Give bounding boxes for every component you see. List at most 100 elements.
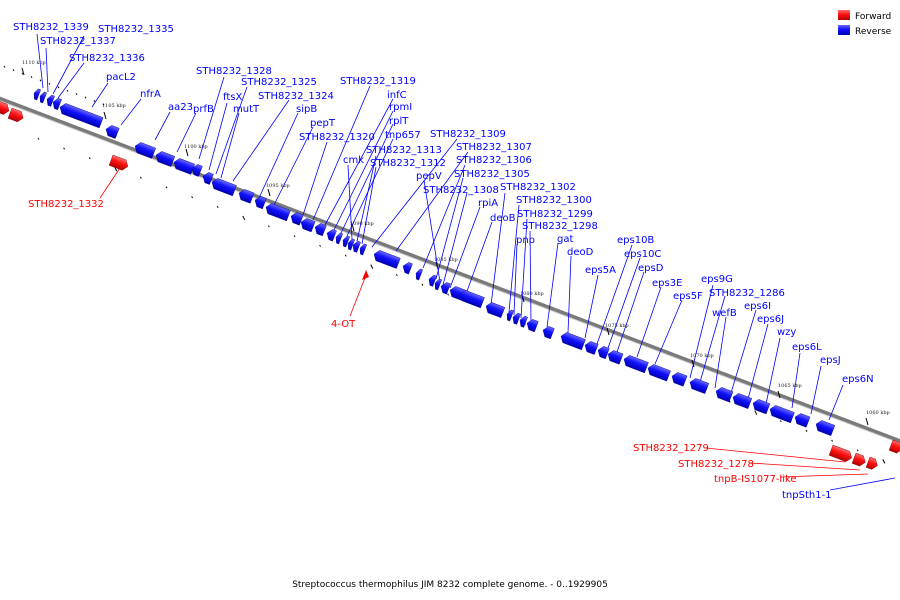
gene-label[interactable]: STH8232_1308 (423, 185, 499, 196)
gene-glyph[interactable] (190, 163, 203, 177)
gene-label[interactable]: tnpB-IS1077-like (714, 474, 797, 485)
gene-label[interactable]: wzy (777, 327, 796, 338)
gene-label[interactable]: STH8232_1309 (430, 129, 506, 140)
gene-label[interactable]: eps6J (757, 314, 784, 325)
gene-glyph[interactable] (7, 107, 25, 123)
gene-label[interactable]: deoB (490, 213, 516, 224)
gene-glyph[interactable] (299, 217, 316, 233)
gene-glyph[interactable] (828, 444, 853, 463)
gene-glyph[interactable] (0, 99, 11, 116)
gene-label[interactable]: rplT (389, 116, 409, 127)
gene-label[interactable]: STH8232_1335 (98, 24, 174, 35)
gene-label[interactable]: STH8232_1339 (13, 22, 89, 33)
gene-glyph[interactable] (714, 386, 734, 403)
gene-glyph[interactable] (622, 354, 649, 374)
gene-glyph[interactable] (154, 150, 176, 167)
gene-label[interactable]: eps6I (744, 301, 771, 312)
gene-glyph[interactable] (172, 157, 195, 175)
gene-glyph[interactable] (104, 124, 120, 139)
gene-label[interactable]: nfrA (140, 89, 161, 100)
gene-glyph[interactable] (518, 315, 528, 328)
gene-label[interactable]: STH8232_1299 (517, 209, 593, 220)
gene-label[interactable]: STH8232_1336 (69, 53, 145, 64)
gene-glyph[interactable] (768, 404, 795, 424)
gene-glyph[interactable] (210, 177, 237, 197)
gene-glyph[interactable] (670, 371, 688, 387)
gene-glyph[interactable] (851, 452, 867, 468)
gene-glyph[interactable] (51, 97, 62, 111)
gene-glyph[interactable] (439, 281, 451, 295)
gene-glyph[interactable] (108, 154, 130, 172)
gene-glyph[interactable] (38, 91, 47, 104)
gene-label[interactable]: eps9G (701, 274, 733, 285)
gene-label[interactable]: STH8232_1319 (340, 76, 416, 87)
gene-glyph[interactable] (583, 340, 599, 355)
gene-label[interactable]: pepV (416, 171, 442, 182)
gene-label[interactable]: wefB (712, 308, 737, 319)
gene-label[interactable]: deoD (567, 247, 594, 258)
gene-glyph[interactable] (888, 439, 900, 455)
gene-glyph[interactable] (58, 102, 104, 129)
gene-label[interactable]: eps6L (792, 342, 822, 353)
gene-label[interactable]: STH8232_1278 (678, 459, 754, 470)
gene-glyph[interactable] (731, 392, 753, 409)
gene-label[interactable]: gat (557, 234, 573, 245)
gene-glyph[interactable] (253, 195, 267, 210)
gene-glyph[interactable] (334, 232, 343, 245)
gene-label[interactable]: STH8232_1325 (241, 77, 317, 88)
gene-glyph[interactable] (401, 261, 413, 275)
gene-label[interactable]: rpmI (389, 102, 412, 113)
gene-label[interactable]: STH8232_1313 (366, 145, 442, 156)
gene-label[interactable]: STH8232_1332 (28, 199, 104, 210)
gene-label[interactable]: STH8232_1306 (456, 155, 532, 166)
legend-item-reverse[interactable]: Reverse (838, 25, 892, 37)
gene-label[interactable]: eps3E (652, 278, 682, 289)
gene-glyph[interactable] (505, 309, 514, 322)
gene-glyph[interactable] (688, 377, 710, 394)
gene-glyph[interactable] (32, 88, 41, 101)
gene-label[interactable]: pnp (516, 235, 535, 246)
gene-label[interactable]: STH8232_1298 (522, 221, 598, 232)
gene-label[interactable]: epsJ (820, 355, 841, 366)
gene-label[interactable]: STH8232_1300 (516, 195, 592, 206)
gene-label[interactable]: STH8232_1320 (299, 132, 375, 143)
gene-glyph[interactable] (751, 398, 771, 415)
gene-glyph[interactable] (596, 345, 610, 360)
gene-glyph[interactable] (372, 249, 401, 269)
gene-glyph[interactable] (358, 243, 367, 256)
gene-glyph[interactable] (414, 268, 423, 281)
gene-glyph[interactable] (201, 171, 214, 185)
gene-label[interactable]: infC (387, 90, 407, 101)
gene-label[interactable]: STH8232_1279 (633, 443, 709, 454)
gene-glyph[interactable] (264, 202, 291, 222)
gene-label[interactable]: sipB (296, 104, 317, 115)
gene-label[interactable]: eps5F (673, 291, 703, 302)
gene-glyph[interactable] (289, 211, 304, 226)
gene-label[interactable]: tnp657 (385, 130, 421, 141)
gene-label[interactable]: STH8232_1312 (370, 158, 446, 169)
gene-label[interactable]: STH8232_1337 (40, 36, 116, 47)
gene-glyph[interactable] (458, 289, 485, 309)
gene-glyph[interactable] (814, 419, 836, 436)
gene-glyph[interactable] (484, 301, 506, 318)
gene-label[interactable]: STH8232_1305 (454, 169, 530, 180)
legend-item-forward[interactable]: Forward (838, 10, 891, 22)
gene-glyph[interactable] (427, 274, 437, 287)
gene-label[interactable]: eps10B (617, 235, 654, 246)
gene-glyph-small[interactable] (362, 270, 369, 280)
gene-label[interactable]: ftsX (223, 92, 242, 103)
gene-label[interactable]: cmk (343, 155, 364, 166)
gene-glyph[interactable] (341, 235, 350, 248)
gene-glyph[interactable] (351, 240, 361, 253)
gene-label[interactable]: STH8232_1286 (709, 288, 785, 299)
gene-label[interactable]: aa23 (168, 102, 193, 113)
gene-label[interactable]: STH8232_1307 (456, 142, 532, 153)
gene-label[interactable]: prfB (193, 104, 214, 115)
gene-glyph[interactable] (346, 238, 355, 251)
gene-label[interactable]: eps10C (624, 249, 661, 260)
gene-glyph[interactable] (313, 222, 327, 237)
gene-glyph[interactable] (511, 312, 521, 325)
gene-label[interactable]: STH8232_1328 (196, 66, 272, 77)
gene-label[interactable]: 4-OT (331, 319, 356, 330)
gene-label[interactable]: eps5A (585, 265, 616, 276)
